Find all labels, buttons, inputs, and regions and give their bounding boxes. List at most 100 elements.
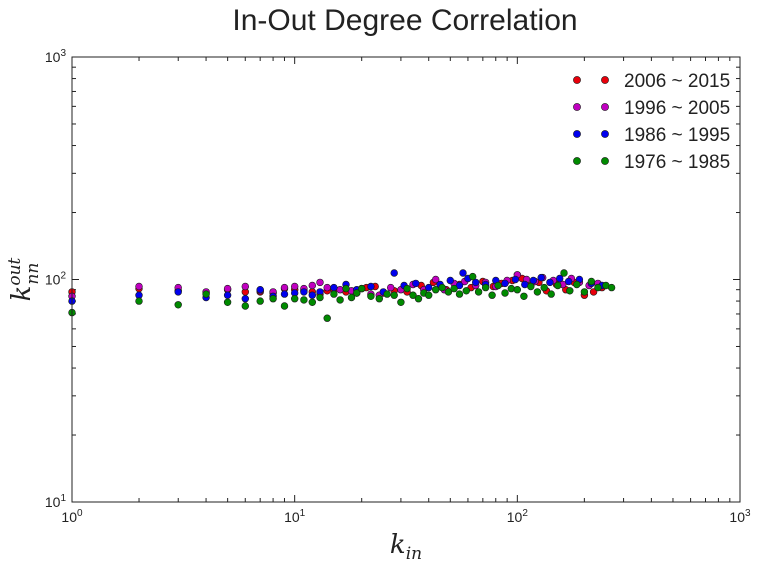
- data-point: [300, 296, 308, 304]
- data-point: [432, 286, 440, 294]
- data-point: [308, 291, 316, 299]
- data-point: [573, 280, 581, 289]
- data-point: [387, 283, 395, 292]
- data-point: [291, 295, 299, 303]
- data-point: [323, 314, 331, 322]
- data-point: [520, 292, 528, 300]
- data-point: [469, 272, 477, 281]
- legend-label: 1976 ~ 1985: [624, 152, 730, 173]
- data-point: [414, 295, 423, 303]
- data-point: [383, 290, 391, 298]
- data-point: [367, 282, 375, 291]
- data-point: [300, 288, 308, 296]
- data-points: [68, 269, 616, 322]
- data-point: [358, 284, 366, 293]
- data-point: [330, 290, 338, 298]
- data-point: [241, 282, 250, 291]
- data-point: [560, 269, 568, 277]
- data-point: [537, 273, 545, 282]
- data-point: [438, 283, 446, 292]
- data-point: [462, 287, 470, 295]
- data-point: [533, 288, 542, 296]
- y-axis-label: koutnn: [5, 257, 43, 301]
- series-3: [68, 269, 616, 322]
- legend: 2006 ~ 2015 1996 ~ 2005 1986 ~ 1995 1976 ~ …: [573, 71, 730, 173]
- data-point: [474, 288, 483, 296]
- data-point: [390, 269, 398, 277]
- data-point: [330, 283, 338, 292]
- axis-ticks: [71, 56, 741, 503]
- data-point: [223, 284, 232, 293]
- data-point: [481, 283, 490, 292]
- plot-area-frame: [71, 56, 741, 503]
- x-tick-label: 102: [507, 508, 529, 525]
- data-point: [308, 298, 316, 306]
- legend-label: 2006 ~ 2015: [624, 71, 730, 92]
- legend-label: 1986 ~ 1995: [624, 125, 730, 146]
- data-point: [397, 298, 405, 306]
- x-axis-label: kin: [390, 530, 422, 563]
- data-point: [202, 290, 210, 298]
- data-point: [174, 301, 182, 309]
- data-point: [390, 291, 398, 299]
- data-point: [409, 291, 417, 299]
- data-point: [403, 284, 411, 293]
- data-point: [342, 284, 350, 293]
- data-point: [594, 283, 602, 292]
- data-point: [256, 286, 264, 294]
- data-point: [280, 283, 289, 292]
- legend-marker: [573, 157, 581, 165]
- data-point: [135, 282, 143, 291]
- data-point: [223, 291, 232, 299]
- data-point: [425, 291, 433, 299]
- data-point: [174, 288, 182, 296]
- x-tick-label: 100: [61, 508, 83, 525]
- data-point: [472, 278, 480, 287]
- data-point: [580, 288, 589, 296]
- data-point: [511, 275, 520, 284]
- data-point: [241, 295, 250, 303]
- data-point: [291, 282, 299, 291]
- data-point: [527, 282, 535, 291]
- legend-marker: [601, 76, 609, 84]
- data-point: [432, 275, 440, 284]
- legend-item: 1986 ~ 1995: [573, 125, 730, 146]
- data-point: [450, 284, 458, 293]
- legend-marker: [573, 76, 581, 84]
- data-point: [353, 289, 361, 297]
- data-point: [501, 289, 509, 297]
- data-point: [256, 297, 264, 305]
- data-point: [316, 293, 324, 302]
- data-point: [540, 283, 548, 292]
- y-tick-label: 102: [45, 271, 67, 288]
- data-point: [425, 283, 433, 292]
- data-point: [444, 288, 453, 296]
- legend-item: 1976 ~ 1985: [573, 152, 730, 173]
- x-tick-label: 103: [729, 508, 751, 525]
- legend-label: 1996 ~ 2005: [624, 98, 730, 119]
- data-point: [269, 295, 277, 303]
- data-point: [587, 277, 596, 286]
- data-point: [280, 290, 289, 298]
- legend-marker: [601, 103, 609, 111]
- legend-item: 1996 ~ 2005: [573, 98, 730, 119]
- legend-marker: [601, 157, 609, 165]
- data-point: [223, 298, 232, 306]
- data-point: [308, 281, 316, 290]
- data-point: [446, 276, 454, 285]
- x-tick-label: 101: [284, 508, 306, 525]
- data-point: [566, 287, 574, 295]
- data-point: [316, 278, 324, 287]
- data-point: [459, 269, 467, 277]
- data-point: [607, 283, 616, 292]
- legend-item: 2006 ~ 2015: [573, 71, 730, 92]
- y-tick-label: 103: [45, 48, 67, 65]
- legend-marker: [573, 103, 581, 111]
- data-point: [347, 293, 356, 302]
- legend-marker: [601, 130, 609, 138]
- data-point: [507, 284, 515, 293]
- data-point: [555, 274, 564, 283]
- chart-title: In-Out Degree Correlation: [232, 4, 577, 37]
